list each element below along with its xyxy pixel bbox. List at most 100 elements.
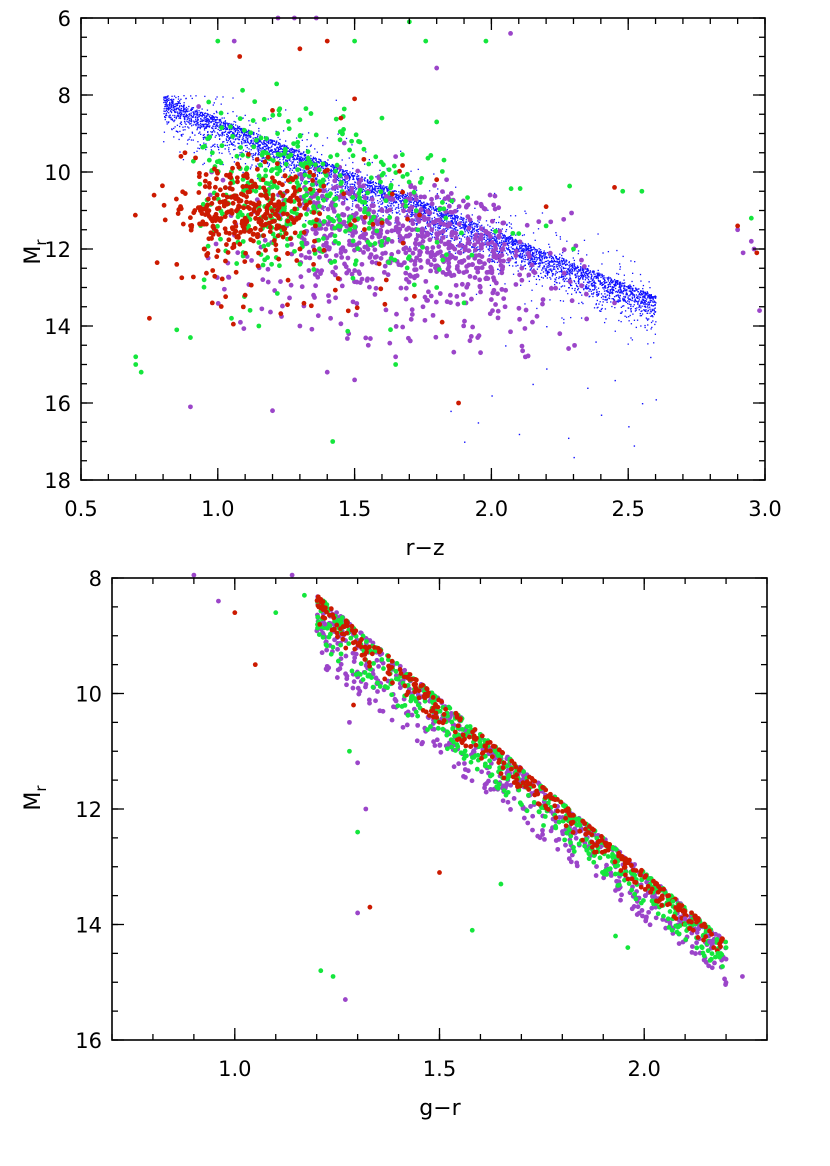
top-blue-point [544,270,547,272]
top-blue-point [222,133,224,135]
top-blue-point [511,244,514,247]
top-blue-point [567,287,570,289]
top-blue-point [318,166,320,168]
top-blue-point [268,147,270,149]
top-blue-point [246,144,248,147]
top-blue-point [630,287,632,289]
top-blue-point [348,177,351,179]
top-blue-point [531,252,534,254]
top-blue-point [643,299,645,301]
top-blue-point [611,288,613,291]
top-blue-point [203,117,205,119]
top-blue-point [324,167,326,170]
top-blue-point [434,224,436,226]
top-blue-point [637,295,639,297]
top-blue-point [551,270,553,272]
top-blue-point [616,291,619,293]
top-blue-point [611,298,613,300]
top-blue-point [182,133,184,135]
top-blue-point [450,217,452,219]
top-blue-point [623,286,625,288]
top-blue-point [629,314,631,317]
top-blue-point [511,243,514,245]
top-blue-point [353,184,356,186]
top-blue-point [447,212,449,214]
top-blue-point [455,245,458,247]
top-blue-point [210,149,213,151]
top-blue-point [361,191,364,193]
top-blue-point [521,260,523,262]
top-blue-point [293,150,296,152]
top-blue-point [494,238,496,240]
top-blue-point [614,285,616,287]
top-blue-point [538,266,541,268]
top-blue-point [602,283,605,286]
top-blue-point [420,202,423,205]
top-blue-point [234,148,236,150]
top-blue-point [348,157,350,159]
top-blue-point [419,204,421,206]
top-blue-point [235,134,237,136]
top-blue-point [570,284,573,287]
top-blue-point [281,155,284,158]
top-blue-point [441,233,444,236]
top-blue-point [332,166,334,168]
top-blue-point [592,278,594,281]
top-blue-point [628,315,630,318]
top-blue-point [591,271,593,273]
top-blue-point [645,292,647,295]
top-blue-point [435,208,438,210]
top-blue-point [433,216,436,219]
top-blue-point [341,171,344,173]
top-blue-point [442,233,444,235]
top-blue-point [599,274,601,277]
top-blue-point [312,158,314,160]
top-blue-point [498,216,500,218]
top-blue-point [211,145,214,147]
top-blue-point [293,159,295,161]
top-blue-point [552,257,555,259]
top-blue-point [512,253,515,255]
top-blue-point [612,291,614,294]
top-blue-point [267,165,270,168]
top-blue-point [472,231,474,234]
top-blue-point [177,107,179,109]
top-blue-point [555,272,557,274]
top-blue-point [489,239,492,241]
top-blue-point [393,201,395,203]
top-blue-point [381,187,383,190]
top-blue-point [642,298,644,300]
top-blue-point [501,237,503,240]
top-blue-point [569,284,572,287]
top-blue-point [311,158,314,160]
top-blue-point [314,172,316,174]
top-blue-point [262,141,265,143]
top-blue-point [561,317,563,319]
top-blue-point [536,257,538,259]
top-blue-point [257,133,259,136]
top-blue-point [534,261,536,264]
top-blue-point [470,231,473,233]
top-blue-point [618,286,620,288]
top-blue-point [240,131,243,133]
top-blue-point [606,298,608,300]
top-blue-point [448,215,450,218]
top-blue-point [490,229,492,231]
top-blue-point [532,255,534,257]
top-blue-point [196,150,198,152]
top-blue-point [546,265,548,267]
top-blue-point [647,301,650,303]
top-blue-point [285,160,287,162]
top-blue-point [511,255,513,258]
top-blue-point [275,156,278,158]
top-blue-point [603,278,605,281]
top-blue-point [623,305,625,307]
top-blue-point [191,120,193,122]
top-blue-point [223,134,225,136]
top-blue-point [511,238,514,240]
top-blue-point [200,126,203,128]
top-blue-point [573,264,575,267]
top-blue-point [588,285,590,287]
top-blue-point [653,313,655,316]
top-blue-point [639,315,641,317]
